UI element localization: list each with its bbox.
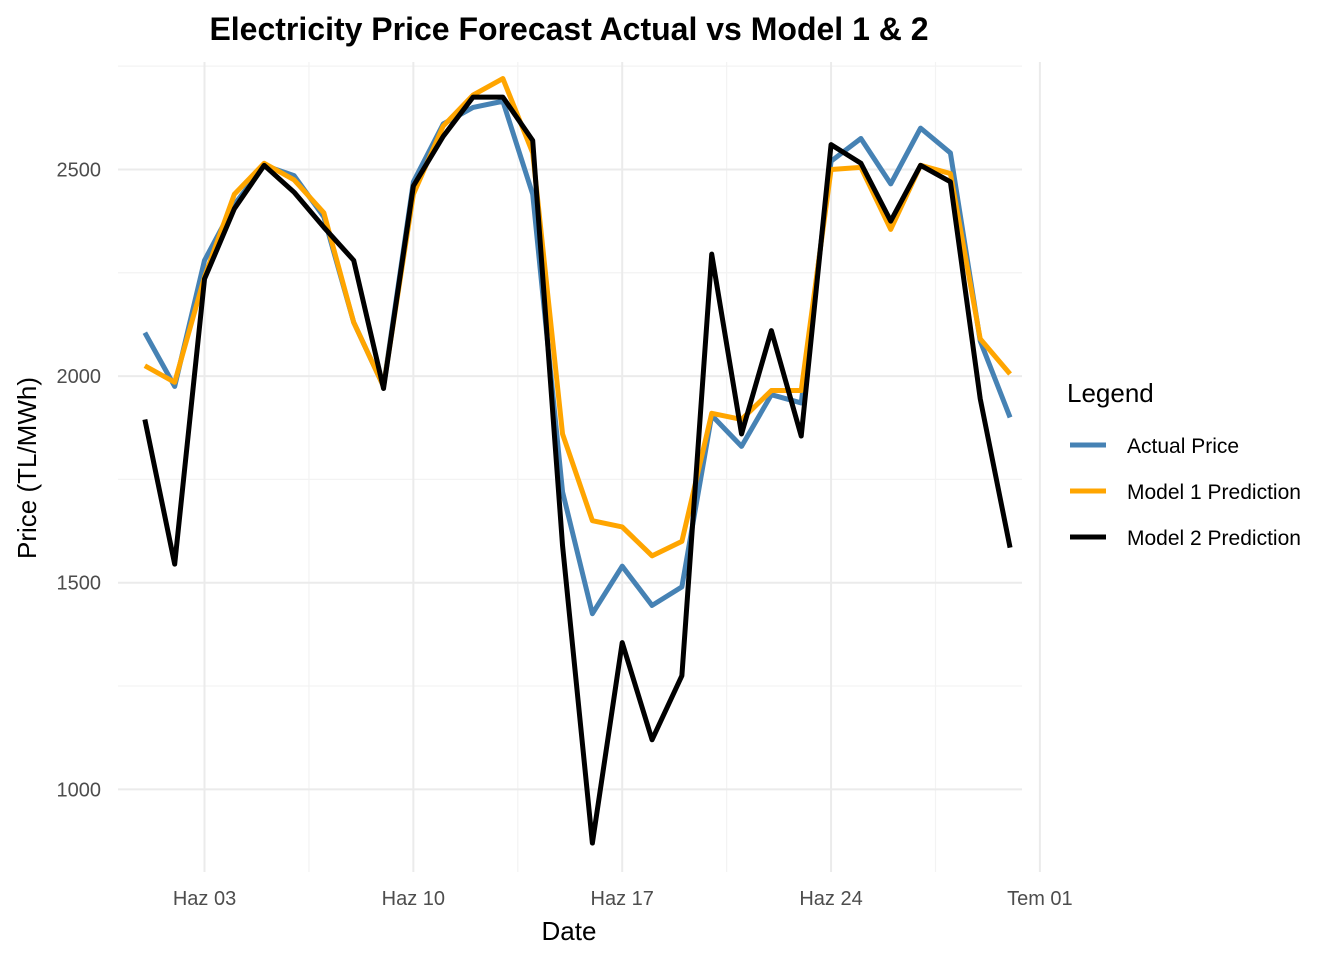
- legend-label: Model 2 Prediction: [1127, 527, 1301, 550]
- y-axis-tick-labels: 1000 1500 2000 2500: [57, 159, 102, 801]
- y-axis-title: Price (TL/MWh): [12, 377, 42, 559]
- x-tick-label: Haz 10: [382, 888, 445, 910]
- y-tick-label: 2000: [57, 366, 102, 388]
- x-tick-label: Haz 03: [173, 888, 236, 910]
- series-layer: [142, 76, 1013, 846]
- grid: [118, 62, 1041, 872]
- chart-title: Electricity Price Forecast Actual vs Mod…: [209, 11, 928, 47]
- series-line-model-2-prediction: [142, 94, 1013, 846]
- legend-title: Legend: [1067, 378, 1154, 408]
- y-tick-label: 1000: [57, 779, 102, 801]
- legend-label: Model 1 Prediction: [1127, 481, 1301, 504]
- series-line-actual-price: [142, 98, 1013, 617]
- legend: Legend Actual Price Model 1 Prediction Mod…: [1067, 378, 1301, 550]
- x-axis-title: Date: [542, 916, 597, 946]
- x-tick-label: Haz 17: [591, 888, 654, 910]
- series-line-model-1-prediction: [143, 76, 1012, 559]
- y-tick-label: 1500: [57, 573, 102, 595]
- legend-items: Actual Price Model 1 Prediction Model 2 Pr…: [1070, 435, 1301, 550]
- x-tick-label: Haz 24: [799, 888, 862, 910]
- x-axis-tick-labels: Haz 03 Haz 10 Haz 17 Haz 24 Tem 01: [173, 888, 1073, 910]
- x-tick-label: Tem 01: [1007, 888, 1073, 910]
- y-tick-label: 2500: [57, 159, 102, 181]
- legend-label: Actual Price: [1127, 435, 1239, 458]
